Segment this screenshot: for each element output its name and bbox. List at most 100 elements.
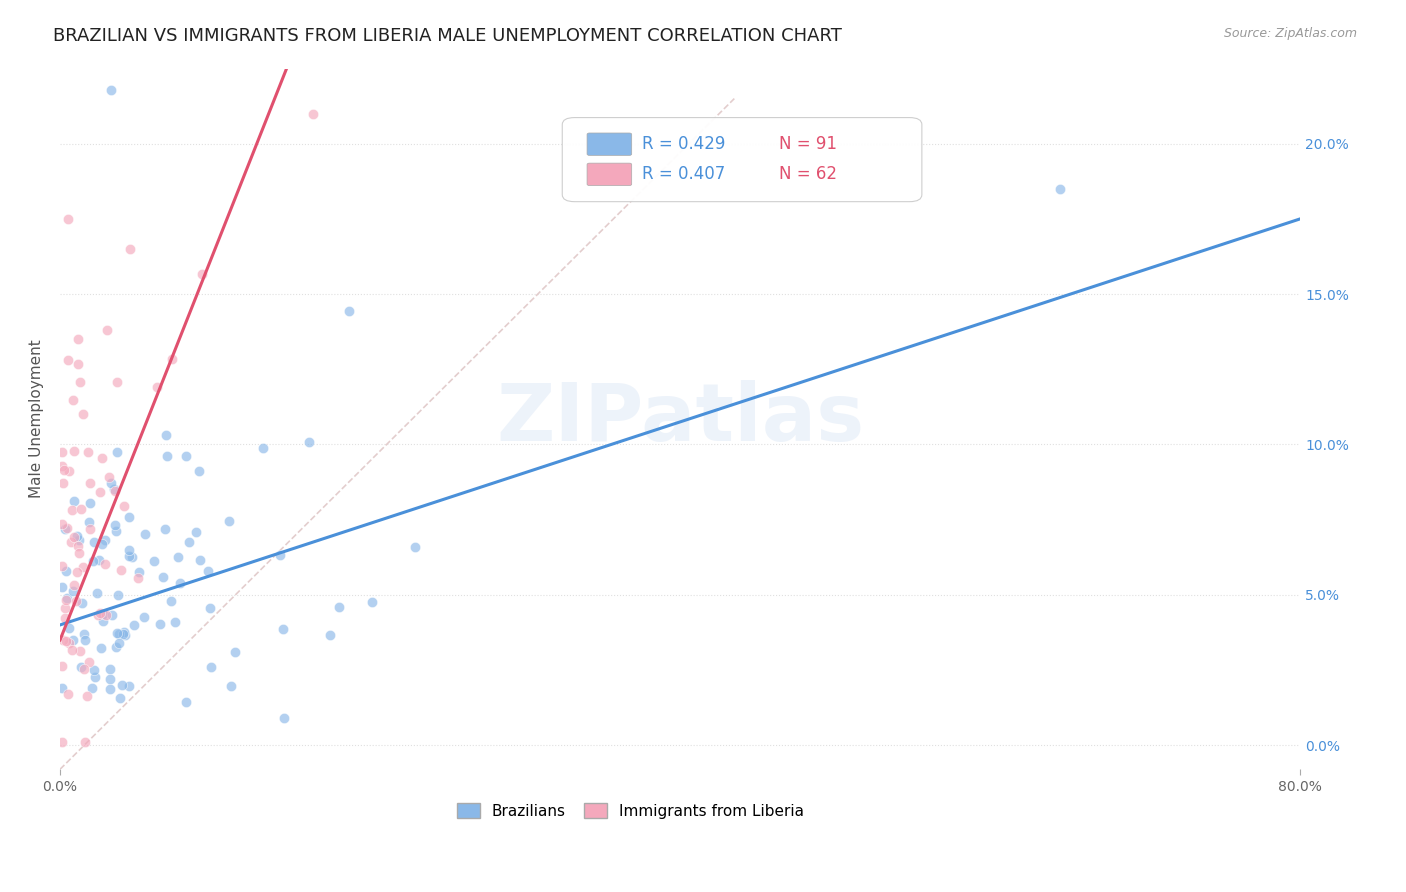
- Point: [339, 303, 361, 318]
- Point: [186, 524, 208, 539]
- Point: [159, 594, 181, 608]
- Point: [66, 565, 89, 579]
- Point: [80, 681, 103, 695]
- Point: [174, 695, 197, 709]
- Point: [122, 618, 145, 632]
- Point: [66, 539, 89, 553]
- Text: BRAZILIAN VS IMMIGRANTS FROM LIBERIA MALE UNEMPLOYMENT CORRELATION CHART: BRAZILIAN VS IMMIGRANTS FROM LIBERIA MAL…: [53, 27, 842, 45]
- Point: [58, 687, 80, 701]
- Point: [70, 660, 93, 674]
- Point: [273, 711, 295, 725]
- Point: [58, 621, 80, 635]
- Point: [53, 522, 76, 536]
- Point: [56, 591, 79, 606]
- Point: [60, 642, 83, 657]
- Point: [62, 530, 84, 544]
- Point: [252, 441, 274, 455]
- Point: [198, 600, 221, 615]
- Point: [105, 375, 128, 389]
- Point: [104, 640, 127, 654]
- Point: [79, 522, 101, 536]
- Point: [200, 660, 222, 674]
- Point: [1049, 182, 1071, 196]
- Legend: Brazilians, Immigrants from Liberia: Brazilians, Immigrants from Liberia: [450, 797, 810, 825]
- Point: [111, 627, 134, 641]
- Point: [52, 632, 75, 647]
- Point: [169, 576, 191, 591]
- Point: [100, 608, 122, 623]
- Point: [134, 526, 156, 541]
- Point: [93, 557, 115, 571]
- Point: [51, 559, 73, 574]
- Point: [60, 503, 83, 517]
- Point: [118, 242, 141, 256]
- Point: [51, 517, 73, 532]
- Point: [319, 628, 342, 642]
- Point: [298, 435, 321, 450]
- Point: [79, 496, 101, 510]
- Point: [76, 445, 98, 459]
- Point: [60, 535, 83, 549]
- Point: [91, 607, 114, 622]
- Point: [118, 543, 141, 558]
- Text: N = 62: N = 62: [779, 165, 837, 184]
- Point: [98, 672, 121, 686]
- Point: [132, 609, 155, 624]
- FancyBboxPatch shape: [588, 163, 631, 186]
- Point: [153, 522, 176, 536]
- Point: [269, 548, 291, 562]
- Point: [191, 267, 214, 281]
- Point: [87, 608, 110, 623]
- Point: [105, 524, 128, 539]
- Point: [114, 624, 136, 639]
- Text: R = 0.429: R = 0.429: [641, 136, 725, 153]
- Y-axis label: Male Unemployment: Male Unemployment: [30, 340, 44, 499]
- Text: R = 0.407: R = 0.407: [641, 165, 725, 184]
- Point: [152, 570, 174, 584]
- Point: [84, 670, 107, 684]
- Point: [65, 594, 87, 608]
- Point: [107, 627, 129, 641]
- Point: [404, 541, 426, 555]
- Point: [163, 615, 186, 629]
- Point: [86, 586, 108, 600]
- Point: [89, 553, 111, 567]
- Text: Source: ZipAtlas.com: Source: ZipAtlas.com: [1223, 27, 1357, 40]
- FancyBboxPatch shape: [588, 133, 631, 155]
- Point: [224, 645, 246, 659]
- Point: [53, 463, 76, 477]
- Point: [55, 634, 77, 648]
- Point: [69, 643, 91, 657]
- Point: [52, 476, 75, 491]
- Point: [107, 625, 129, 640]
- Point: [104, 518, 127, 533]
- Point: [221, 679, 243, 693]
- Point: [104, 483, 127, 498]
- Point: [67, 332, 90, 346]
- Point: [66, 357, 89, 371]
- Point: [167, 549, 190, 564]
- Point: [62, 493, 84, 508]
- FancyBboxPatch shape: [562, 118, 922, 202]
- Point: [127, 571, 149, 585]
- Point: [73, 662, 96, 676]
- Point: [79, 475, 101, 490]
- Point: [96, 323, 118, 337]
- Point: [89, 640, 111, 655]
- Point: [271, 623, 294, 637]
- Point: [70, 501, 93, 516]
- Point: [63, 577, 86, 591]
- Point: [89, 606, 111, 620]
- Point: [82, 554, 104, 568]
- Point: [62, 392, 84, 407]
- Point: [73, 626, 96, 640]
- Point: [98, 682, 121, 697]
- Point: [91, 450, 114, 465]
- Point: [146, 380, 169, 394]
- Point: [72, 596, 94, 610]
- Point: [94, 607, 117, 622]
- Point: [77, 515, 100, 529]
- Point: [112, 499, 135, 513]
- Point: [100, 475, 122, 490]
- Point: [149, 616, 172, 631]
